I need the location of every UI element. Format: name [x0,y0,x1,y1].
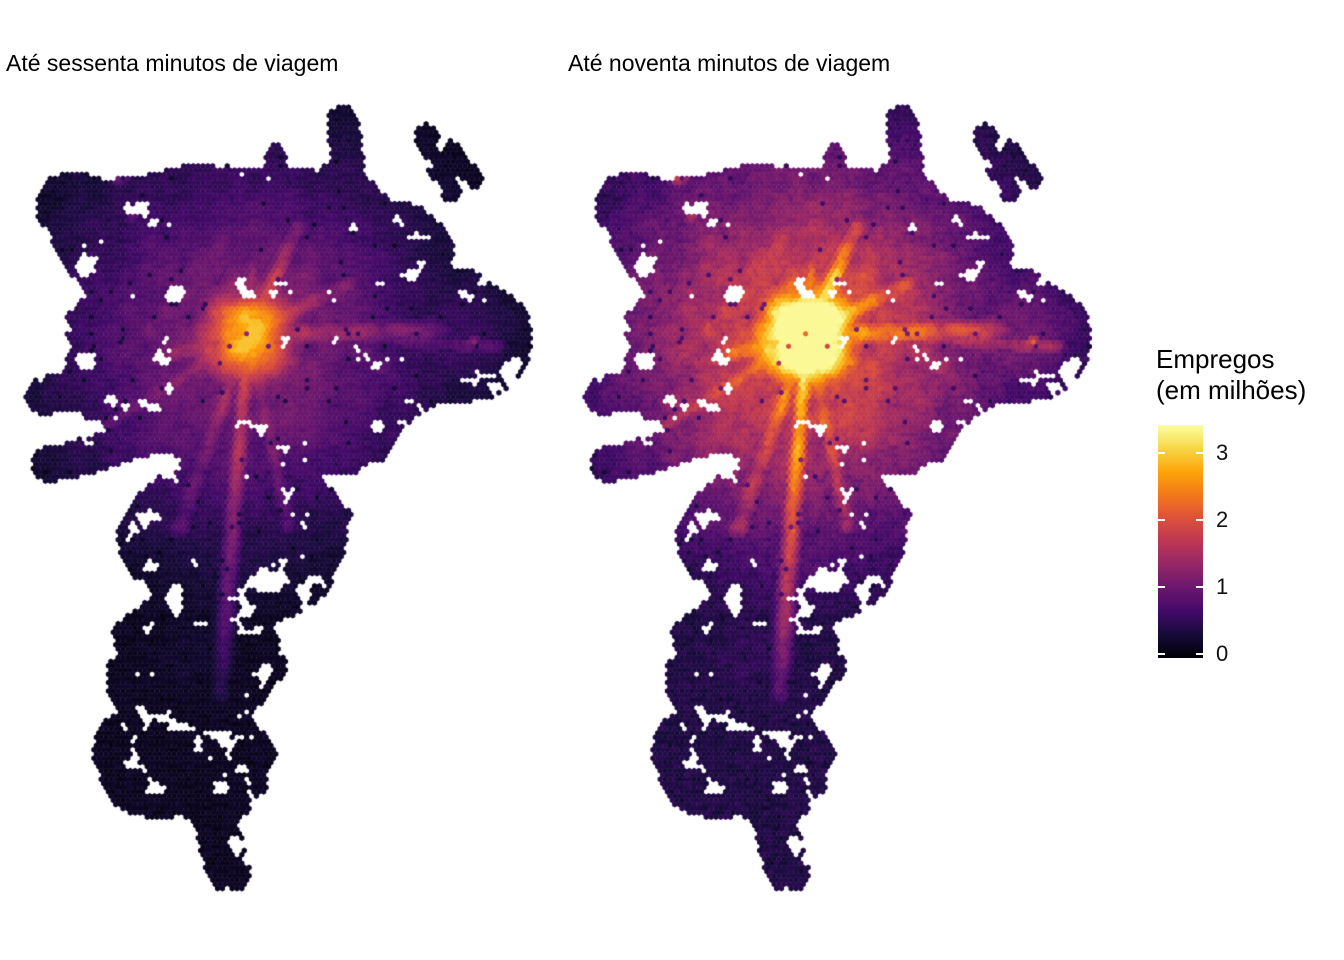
legend-colorbar [1158,425,1203,658]
colorbar-tick-label: 0 [1216,640,1229,666]
map-60min-hexbin [20,95,560,895]
colorbar-tick [1158,652,1165,655]
colorbar-tick [1158,452,1165,455]
colorbar-tick [1196,586,1203,589]
panel-title-90min: Até noventa minutos de viagem [568,50,891,76]
legend-title-line1: Empregos [1156,344,1275,374]
colorbar-tick [1158,519,1165,522]
panel-title-60min: Até sessenta minutos de viagem [6,50,339,76]
colorbar-tick-label: 3 [1216,440,1229,466]
colorbar-tick [1196,652,1203,655]
legend-title: Empregos (em milhões) [1156,344,1306,406]
legend-title-line2: (em milhões) [1156,375,1307,405]
colorbar-tick [1158,586,1165,589]
map-90min-hexbin [579,95,1119,895]
colorbar-tick [1196,519,1203,522]
colorbar-tick-label: 2 [1216,507,1229,533]
colorbar-tick [1196,452,1203,455]
colorbar-tick-label: 1 [1216,574,1229,600]
